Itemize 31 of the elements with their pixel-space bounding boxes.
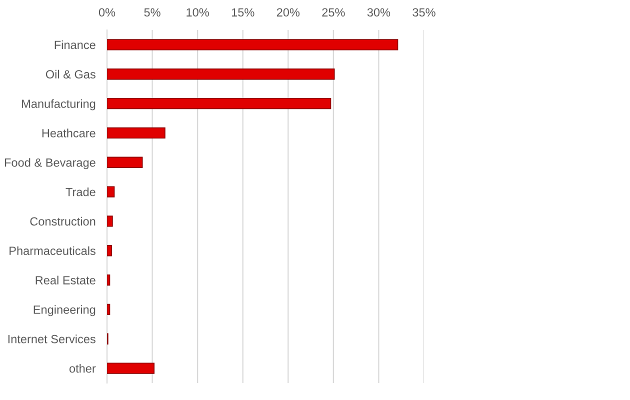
y-tick-label: Heathcare [42, 128, 96, 138]
bar [107, 98, 332, 110]
x-tick-label: 35% [412, 8, 436, 17]
bar [107, 127, 166, 139]
x-tick-label: 10% [186, 8, 209, 17]
bar [107, 304, 110, 316]
x-tick-label: 25% [322, 8, 345, 17]
y-tick-label: Real Estate [36, 276, 96, 284]
x-tick-label: 5% [144, 8, 160, 17]
y-tick-label: Trade [66, 188, 96, 196]
x-tick-label: 20% [276, 8, 300, 17]
bar [107, 39, 398, 50]
bar [107, 216, 113, 227]
y-tick-label: other [69, 364, 96, 373]
y-tick-label: Engineering [34, 305, 96, 316]
y-tick-label: Internet Services [8, 334, 96, 344]
bar [107, 68, 335, 80]
x-tick-label: 30% [367, 8, 390, 17]
bar [107, 186, 115, 198]
y-tick-label: Oil & Gas [46, 70, 96, 79]
bar [107, 156, 143, 168]
y-tick-label: Pharmaceuticals [10, 246, 96, 256]
x-tick-label: 0% [98, 8, 116, 17]
y-tick-label: Food & Bevarage [4, 158, 96, 170]
bar [107, 274, 110, 286]
y-tick-label: Manufacturing [22, 99, 96, 110]
x-tick-label: 15% [232, 8, 254, 17]
bar [107, 362, 155, 374]
y-tick-label: Construction [30, 216, 96, 226]
y-tick-label: Finance [54, 40, 96, 50]
bar [107, 245, 112, 256]
